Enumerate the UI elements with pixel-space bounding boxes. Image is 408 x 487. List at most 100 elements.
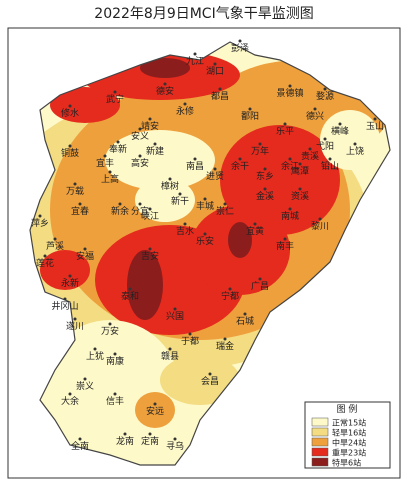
county-dot xyxy=(153,142,157,146)
county-dot xyxy=(163,82,167,86)
county-dot xyxy=(263,187,267,191)
county-dot xyxy=(183,222,187,226)
county-label: 南康 xyxy=(106,355,124,367)
county-label: 上高 xyxy=(101,173,119,185)
legend-title: 图 例 xyxy=(337,403,358,415)
county-dot xyxy=(188,332,192,336)
legend-label: 特旱6站 xyxy=(332,458,361,468)
county-dot xyxy=(338,122,342,126)
county-label: 樟树 xyxy=(161,180,179,192)
county-label: 进贤 xyxy=(206,171,224,182)
county-label: 横峰 xyxy=(331,125,349,137)
county-label: 宜黄 xyxy=(246,225,264,237)
county-dot xyxy=(193,157,197,161)
county-dot xyxy=(258,142,262,146)
county-label: 大余 xyxy=(61,395,79,407)
county-dot xyxy=(308,147,312,151)
county-dot xyxy=(298,162,302,166)
county-dot xyxy=(288,157,292,161)
county-label: 莲花 xyxy=(36,257,54,269)
county-dot xyxy=(123,432,127,436)
county-label: 靖安 xyxy=(141,120,159,132)
county-dot xyxy=(353,142,357,146)
legend-swatch xyxy=(311,427,329,437)
county-label: 新建 xyxy=(146,145,164,157)
county-label: 资溪 xyxy=(291,190,309,202)
county-dot xyxy=(63,297,67,301)
county-label: 永修 xyxy=(176,105,194,117)
county-dot xyxy=(138,154,142,158)
county-label: 安义 xyxy=(131,130,149,142)
county-dot xyxy=(108,170,112,174)
county-dot xyxy=(78,202,82,206)
county-dot xyxy=(238,39,242,43)
county-dot xyxy=(78,437,82,441)
county-label: 全南 xyxy=(71,440,89,452)
county-dot xyxy=(193,52,197,56)
legend-swatch xyxy=(311,417,329,427)
county-label: 兴国 xyxy=(166,311,184,322)
county-label: 瑞金 xyxy=(216,340,234,352)
county-label: 贵溪 xyxy=(301,150,319,162)
county-dot xyxy=(68,104,72,108)
county-label: 宜春 xyxy=(71,205,89,217)
county-label: 铅山 xyxy=(321,160,339,172)
county-label: 遂川 xyxy=(66,320,84,332)
county-dot xyxy=(68,274,72,278)
county-label: 余江 xyxy=(281,160,299,172)
county-label: 寻乌 xyxy=(166,440,184,452)
county-label: 南丰 xyxy=(276,240,294,252)
county-dot xyxy=(328,157,332,161)
county-label: 信丰 xyxy=(106,395,124,407)
county-dot xyxy=(148,247,152,251)
county-label: 修水 xyxy=(61,107,79,119)
county-dot xyxy=(373,117,377,121)
county-label: 定南 xyxy=(141,435,159,447)
county-label: 万年 xyxy=(251,145,269,157)
county-dot xyxy=(288,84,292,88)
county-label: 德安 xyxy=(156,85,174,97)
county-dot xyxy=(323,87,327,91)
county-label: 广昌 xyxy=(251,280,269,292)
legend-label: 轻旱16站 xyxy=(332,428,366,438)
county-label: 宁都 xyxy=(221,290,239,302)
county-dot xyxy=(148,117,152,121)
county-dot xyxy=(323,137,327,141)
county-label: 高安 xyxy=(131,157,149,169)
county-label: 南昌 xyxy=(186,160,204,172)
county-label: 乐平 xyxy=(276,125,294,137)
legend-label: 正常15站 xyxy=(332,418,366,428)
county-dot xyxy=(288,207,292,211)
county-label: 萍乡 xyxy=(31,218,49,229)
county-dot xyxy=(243,312,247,316)
county-dot xyxy=(213,62,217,66)
legend-label: 中旱24站 xyxy=(332,438,366,448)
county-label: 乐安 xyxy=(196,235,214,247)
county-label: 彭泽 xyxy=(231,42,249,54)
county-label: 分宜 xyxy=(131,205,149,217)
county-dot xyxy=(203,232,207,236)
county-dot xyxy=(208,372,212,376)
county-dot xyxy=(108,322,112,326)
county-label: 武宁 xyxy=(106,93,124,105)
map-title: 2022年8月9日MCI气象干旱监测图 xyxy=(94,6,313,22)
county-label: 丰城 xyxy=(196,200,214,212)
county-label: 南城 xyxy=(281,210,299,222)
county-dot xyxy=(213,167,217,171)
county-dot xyxy=(128,287,132,291)
county-label: 赣县 xyxy=(161,350,179,362)
county-dot xyxy=(93,347,97,351)
county-label: 于都 xyxy=(181,336,199,347)
county-label: 湖口 xyxy=(206,66,224,77)
county-label: 婺源 xyxy=(316,91,334,102)
county-label: 金溪 xyxy=(256,190,274,202)
county-dot xyxy=(168,177,172,181)
county-dot xyxy=(168,347,172,351)
county-label: 铜鼓 xyxy=(61,147,79,159)
county-label: 安福 xyxy=(76,250,94,262)
county-dot xyxy=(43,254,47,258)
county-label: 弋阳 xyxy=(316,140,334,152)
county-dot xyxy=(113,90,117,94)
county-label: 德兴 xyxy=(306,110,324,122)
